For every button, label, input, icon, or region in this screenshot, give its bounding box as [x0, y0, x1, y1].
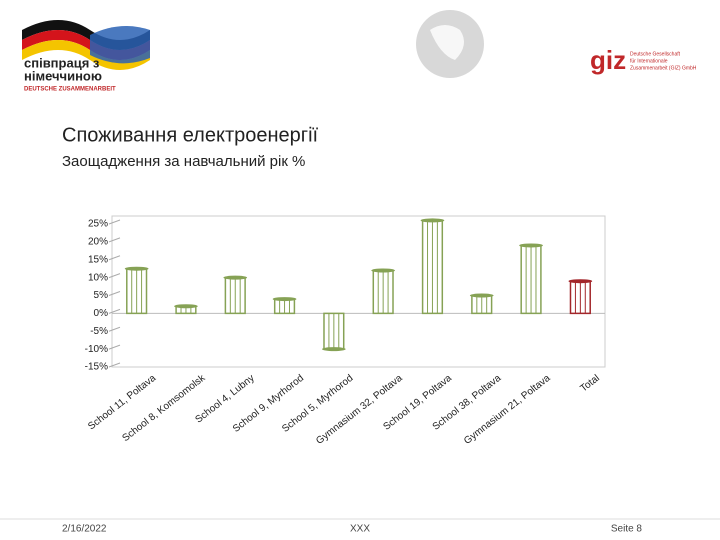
x-tick-label: School 8, Komsomolsk: [120, 372, 208, 444]
x-tick-label: Total: [578, 373, 601, 395]
plot-frame: [111, 215, 606, 368]
y-tick-label: -15%: [85, 362, 108, 373]
tick-mark: [108, 273, 121, 279]
y-tick-label: 25%: [88, 219, 108, 230]
partner-text: DEUTSCHE ZUSAMMENARBEIT: [24, 87, 116, 93]
bar-cap: [223, 275, 248, 280]
giz-text: Deutsche Gesellschaft: [630, 51, 681, 57]
tick-mark: [108, 219, 121, 225]
x-tick-label: Gymnasium 21, Poltava: [462, 373, 553, 447]
y-tick-label: -10%: [85, 344, 108, 355]
tick-mark: [108, 308, 121, 314]
bar-cap: [469, 293, 494, 298]
partner-text: співпраця з: [24, 55, 100, 70]
giz-logo: giz: [590, 45, 626, 75]
tick-mark: [108, 255, 121, 261]
y-tick-label: 0%: [94, 308, 109, 319]
y-tick-label: -5%: [90, 326, 108, 337]
tick-mark: [108, 291, 121, 296]
bar-cap: [124, 266, 149, 271]
bar: [223, 275, 248, 315]
globe-land: [430, 25, 464, 60]
bar: [124, 266, 149, 315]
bar: [519, 243, 543, 315]
bar-cap: [420, 218, 445, 223]
bar-cap: [519, 243, 543, 248]
bar: [420, 218, 445, 315]
y-tick-label: 20%: [88, 237, 108, 248]
bar: [469, 293, 494, 315]
chart-title: Споживання електроенергії: [62, 124, 319, 146]
y-tick-label: 15%: [88, 254, 108, 265]
tick-mark: [108, 326, 121, 332]
x-tick-label: Gymnasium 32, Poltava: [314, 373, 405, 447]
footer-date: 2/16/2022: [62, 524, 107, 535]
tick-mark: [108, 237, 121, 243]
footer-center: XXX: [350, 524, 370, 535]
bar-cap: [174, 304, 198, 309]
y-tick-label: 10%: [88, 272, 108, 283]
giz-text: für Internationale: [630, 58, 668, 64]
bar: [568, 279, 593, 315]
bar-cap: [321, 347, 346, 352]
bar-cap: [272, 297, 297, 302]
bar-cap: [371, 268, 396, 273]
tick-mark: [108, 344, 121, 350]
bar: [321, 312, 346, 352]
bar-cap: [568, 279, 593, 284]
tick-mark: [108, 362, 121, 368]
flag-logo: [22, 20, 150, 70]
y-tick-label: 5%: [94, 290, 109, 301]
bar: [272, 297, 297, 315]
chart-subtitle: Заощадження за навчальний рік %: [62, 153, 305, 170]
bar: [174, 304, 198, 315]
bar: [371, 268, 396, 315]
giz-text: Zusammenarbeit (GIZ) GmbH: [630, 65, 697, 71]
footer-page: Seite 8: [611, 524, 643, 535]
partner-text: німеччиною: [24, 68, 102, 83]
